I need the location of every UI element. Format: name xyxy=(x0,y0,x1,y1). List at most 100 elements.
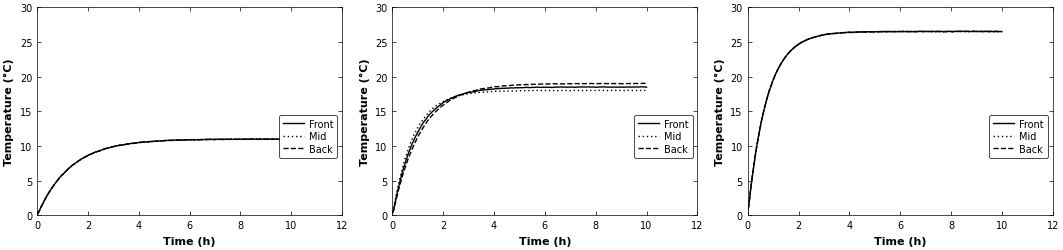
Back xyxy=(129,142,141,145)
Back xyxy=(771,71,783,74)
Back xyxy=(431,110,443,113)
Back xyxy=(608,83,621,86)
Back xyxy=(786,49,798,52)
Back xyxy=(484,87,496,90)
Back xyxy=(995,31,1008,34)
Line: Front: Front xyxy=(37,139,291,214)
Front xyxy=(484,88,496,92)
Back xyxy=(250,138,263,141)
Front xyxy=(597,86,610,89)
Front xyxy=(786,49,798,52)
Line: Back: Back xyxy=(747,32,1001,210)
X-axis label: Time (h): Time (h) xyxy=(519,236,571,246)
Front xyxy=(139,141,152,144)
Mid xyxy=(253,138,266,141)
Line: Front: Front xyxy=(747,32,1001,210)
Line: Mid: Mid xyxy=(392,91,646,212)
Front xyxy=(963,31,976,34)
Legend: Front, Mid, Back: Front, Mid, Back xyxy=(634,116,692,158)
Mid xyxy=(129,142,141,145)
Line: Back: Back xyxy=(392,84,646,213)
Back xyxy=(60,170,72,173)
Front xyxy=(431,107,443,110)
Back xyxy=(386,212,399,214)
X-axis label: Time (h): Time (h) xyxy=(874,236,927,246)
Front xyxy=(60,170,72,172)
Front xyxy=(129,142,141,145)
Mid xyxy=(741,208,754,212)
Front xyxy=(741,208,754,212)
Back xyxy=(839,32,851,35)
Front xyxy=(636,86,648,89)
Front xyxy=(991,31,1003,34)
Mid xyxy=(60,170,72,173)
Mid xyxy=(386,210,399,214)
Front xyxy=(966,30,979,34)
Mid xyxy=(484,91,496,94)
Back xyxy=(253,138,266,141)
Mid xyxy=(31,213,44,216)
Back xyxy=(963,31,976,34)
Mid xyxy=(608,90,621,92)
Line: Back: Back xyxy=(37,139,291,214)
Mid xyxy=(285,138,298,141)
Mid xyxy=(494,90,507,93)
Mid xyxy=(431,105,443,108)
Front xyxy=(494,88,507,90)
Legend: Front, Mid, Back: Front, Mid, Back xyxy=(279,116,337,158)
Mid xyxy=(849,32,862,34)
Back xyxy=(74,158,87,161)
Back xyxy=(640,82,653,86)
Line: Mid: Mid xyxy=(747,32,1001,210)
Mid xyxy=(74,158,87,161)
Front xyxy=(386,211,399,214)
Front xyxy=(284,138,297,141)
Back xyxy=(636,82,648,86)
Y-axis label: Temperature (°C): Temperature (°C) xyxy=(4,58,14,166)
Front xyxy=(415,125,427,128)
Mid xyxy=(963,31,976,34)
Line: Front: Front xyxy=(392,88,646,212)
Mid xyxy=(139,141,152,144)
Back xyxy=(139,141,152,144)
Front xyxy=(640,86,653,89)
Mid xyxy=(995,31,1008,34)
Line: Mid: Mid xyxy=(37,139,291,214)
Back xyxy=(961,30,974,34)
Mid xyxy=(786,49,798,52)
Mid xyxy=(991,31,1003,34)
Back xyxy=(280,138,292,141)
Mid xyxy=(415,121,427,124)
Back xyxy=(415,130,427,132)
Front xyxy=(285,138,298,141)
Back xyxy=(849,32,862,34)
Front xyxy=(995,31,1008,34)
Y-axis label: Temperature (°C): Temperature (°C) xyxy=(359,58,370,166)
Front xyxy=(253,138,266,141)
Legend: Front, Mid, Back: Front, Mid, Back xyxy=(990,116,1048,158)
Back xyxy=(991,31,1003,34)
Front xyxy=(771,71,783,74)
Back xyxy=(31,212,44,216)
Front xyxy=(74,158,87,161)
Back xyxy=(285,138,298,141)
Mid xyxy=(280,138,292,141)
Front xyxy=(31,213,44,216)
Front xyxy=(849,32,862,34)
Front xyxy=(608,86,621,89)
Y-axis label: Temperature (°C): Temperature (°C) xyxy=(714,58,725,166)
Front xyxy=(280,138,292,141)
Mid xyxy=(839,32,851,35)
Back xyxy=(31,212,44,216)
Mid xyxy=(994,30,1007,34)
Mid xyxy=(269,138,282,141)
Back xyxy=(637,82,649,86)
Front xyxy=(839,32,851,35)
Mid xyxy=(640,90,653,92)
Mid xyxy=(771,71,783,74)
Back xyxy=(494,86,507,88)
Mid xyxy=(640,89,653,92)
X-axis label: Time (h): Time (h) xyxy=(164,236,216,246)
Mid xyxy=(636,90,648,92)
Back xyxy=(741,208,754,211)
